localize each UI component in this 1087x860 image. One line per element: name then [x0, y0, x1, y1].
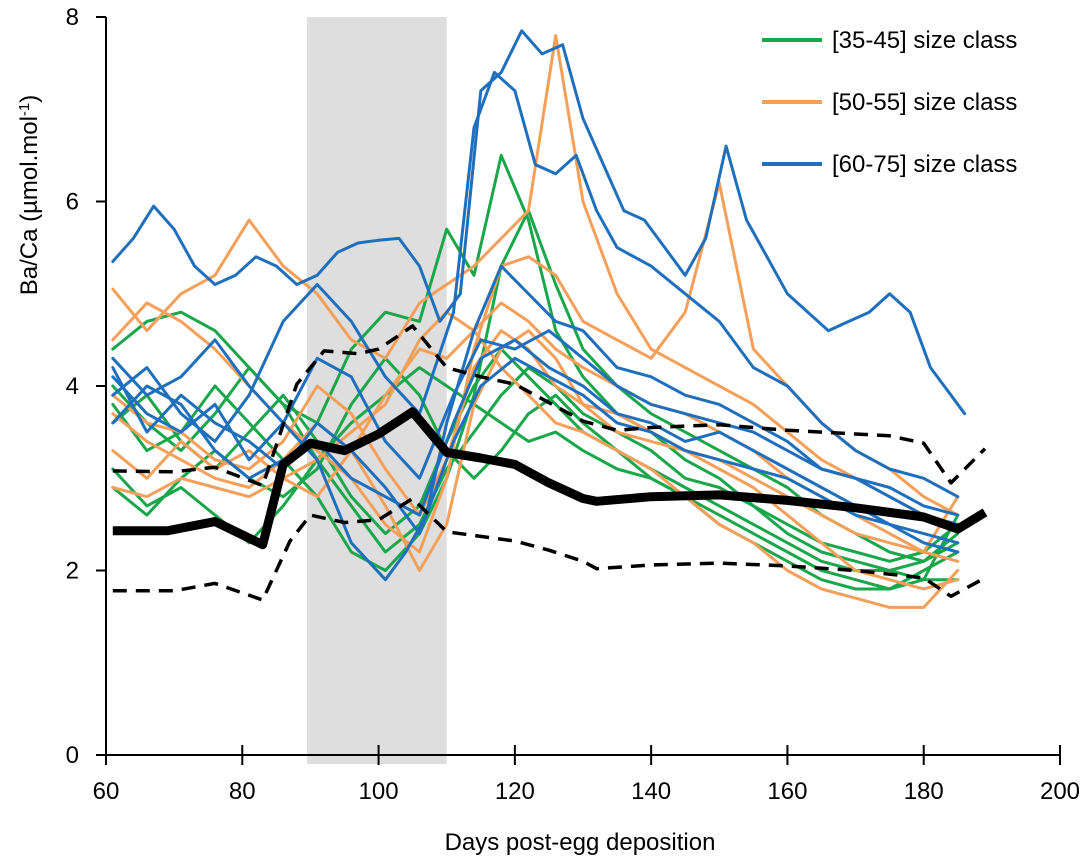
series-line-green-5: [111, 366, 960, 563]
x-tick-label: 120: [495, 778, 535, 805]
series-line-orange-7: [111, 181, 960, 554]
series-line-blue-14: [111, 264, 960, 582]
y-tick-label: 4: [66, 373, 79, 400]
series-line-green-0: [111, 153, 960, 582]
series-lines-layer: [111, 29, 967, 609]
y-axis-title-close: ): [16, 95, 43, 103]
reference-line-mean: [112, 407, 988, 550]
x-tick-label: 100: [359, 778, 399, 805]
y-tick-label: 0: [66, 742, 79, 769]
legend: [35-45] size class [50-55] size class [60-…: [762, 27, 1017, 178]
y-axis-title-main: Ba/Ca (µmol.mol: [16, 116, 43, 295]
shaded-period: [307, 17, 447, 764]
series-line-green-2: [111, 366, 960, 591]
series-line-orange-8: [111, 329, 960, 591]
x-axis-title: Days post-egg deposition: [445, 829, 716, 856]
x-tick-label: 140: [631, 778, 671, 805]
y-tick-label: 2: [66, 558, 79, 585]
y-axis-title: Ba/Ca (µmol.mol-1): [16, 95, 44, 296]
series-line-green-3: [111, 347, 960, 572]
y-tick-label: 6: [66, 189, 79, 216]
series-line-green-1: [111, 209, 960, 572]
legend-label: [50-55] size class: [832, 89, 1017, 116]
series-line-blue-17: [111, 356, 960, 554]
y-tick-label: 8: [66, 4, 79, 31]
legend-label: [60-75] size class: [832, 151, 1017, 178]
series-line-blue-16: [111, 338, 960, 545]
series-line-orange-9: [111, 310, 960, 609]
shaded-period-layer: [307, 17, 447, 764]
series-line-blue-15: [111, 329, 960, 526]
x-tick-label: 180: [904, 778, 944, 805]
reference-lines-layer: [112, 324, 988, 602]
series-line-orange-6: [111, 34, 960, 526]
y-axis-title-superscript: -1: [16, 103, 33, 116]
x-tick-label: 60: [93, 778, 120, 805]
x-tick-label: 80: [229, 778, 256, 805]
series-line-blue-13: [111, 70, 960, 499]
reference-line-upper: [112, 324, 987, 488]
series-line-blue-12: [111, 29, 967, 416]
axes-layer: 60 80 100 120 140 160 180 200 0 2 4 6 8: [66, 4, 1080, 805]
legend-label: [35-45] size class: [832, 27, 1017, 54]
x-tick-label: 160: [767, 778, 807, 805]
x-tick-label: 200: [1040, 778, 1080, 805]
